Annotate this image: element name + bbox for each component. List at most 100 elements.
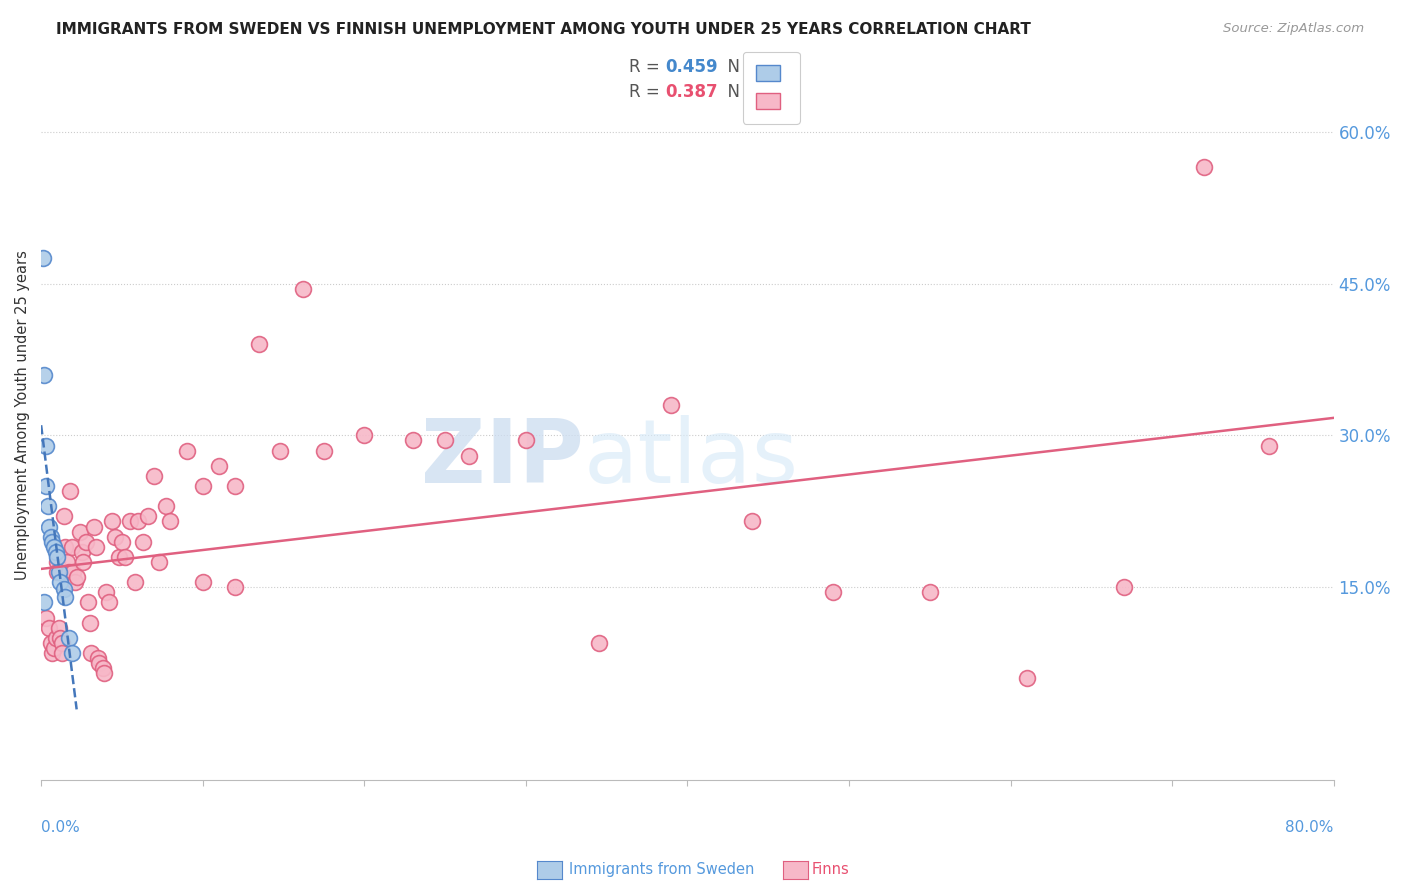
Point bbox=[159, 515, 181, 529]
Point bbox=[58, 565, 80, 579]
Point bbox=[458, 449, 481, 463]
Point bbox=[659, 398, 682, 412]
Point bbox=[69, 524, 91, 539]
Point bbox=[51, 636, 73, 650]
Text: 0.387: 0.387 bbox=[665, 83, 718, 101]
Point bbox=[42, 640, 65, 655]
Point bbox=[52, 509, 75, 524]
Point bbox=[101, 515, 124, 529]
Y-axis label: Unemployment Among Youth under 25 years: Unemployment Among Youth under 25 years bbox=[15, 251, 30, 580]
Point bbox=[127, 515, 149, 529]
Point bbox=[45, 545, 67, 559]
Point bbox=[35, 438, 58, 452]
Point bbox=[1015, 672, 1038, 686]
Point bbox=[70, 545, 93, 559]
Point bbox=[269, 443, 291, 458]
Point bbox=[434, 434, 457, 448]
Point bbox=[84, 540, 107, 554]
Text: Immigrants from Sweden: Immigrants from Sweden bbox=[569, 863, 755, 877]
Point bbox=[191, 575, 214, 590]
Point bbox=[208, 458, 231, 473]
Point bbox=[80, 646, 103, 660]
Point bbox=[191, 479, 214, 493]
Point bbox=[35, 479, 58, 493]
Point bbox=[86, 651, 108, 665]
Point bbox=[114, 549, 136, 564]
Text: N =: N = bbox=[717, 83, 765, 101]
Point bbox=[51, 646, 73, 660]
Point bbox=[143, 469, 166, 483]
Point bbox=[107, 549, 129, 564]
Point bbox=[104, 530, 127, 544]
Point bbox=[66, 570, 89, 584]
Point bbox=[89, 656, 111, 670]
Point bbox=[38, 519, 60, 533]
Text: 18: 18 bbox=[765, 59, 787, 77]
Point bbox=[155, 500, 177, 514]
Point bbox=[918, 585, 941, 599]
Point bbox=[94, 585, 117, 599]
Point bbox=[515, 434, 537, 448]
Point bbox=[1258, 438, 1281, 452]
Point bbox=[46, 555, 69, 569]
Point bbox=[132, 534, 155, 549]
Point bbox=[118, 515, 141, 529]
Point bbox=[62, 565, 84, 579]
Point bbox=[224, 479, 246, 493]
Point bbox=[98, 595, 121, 609]
Point bbox=[60, 540, 83, 554]
Point bbox=[75, 534, 97, 549]
Point bbox=[37, 500, 59, 514]
Point bbox=[31, 251, 53, 265]
Point bbox=[224, 580, 246, 594]
Point bbox=[38, 621, 60, 635]
Point bbox=[41, 646, 63, 660]
Point bbox=[56, 555, 79, 569]
Text: Finns: Finns bbox=[811, 863, 849, 877]
Point bbox=[291, 282, 314, 296]
Text: 0.459: 0.459 bbox=[665, 59, 718, 77]
Text: Source: ZipAtlas.com: Source: ZipAtlas.com bbox=[1223, 22, 1364, 36]
Point bbox=[1194, 160, 1216, 174]
Point bbox=[49, 575, 72, 590]
Point bbox=[312, 443, 335, 458]
Point bbox=[79, 615, 101, 630]
Point bbox=[46, 549, 69, 564]
Point bbox=[49, 631, 72, 645]
Text: R =: R = bbox=[630, 83, 665, 101]
Point bbox=[52, 582, 75, 597]
Point bbox=[46, 565, 69, 579]
Point bbox=[111, 534, 134, 549]
Text: 74: 74 bbox=[765, 83, 789, 101]
Text: ZIP: ZIP bbox=[422, 416, 583, 502]
Point bbox=[41, 534, 63, 549]
Text: atlas: atlas bbox=[583, 416, 799, 502]
Point bbox=[588, 636, 610, 650]
Text: 0.0%: 0.0% bbox=[41, 820, 80, 835]
Point bbox=[63, 575, 86, 590]
Point bbox=[77, 595, 100, 609]
Point bbox=[34, 595, 56, 609]
Text: N =: N = bbox=[717, 59, 765, 77]
Point bbox=[821, 585, 844, 599]
Point bbox=[42, 540, 65, 554]
Point bbox=[35, 610, 58, 624]
Point bbox=[48, 565, 70, 579]
Point bbox=[83, 519, 105, 533]
Text: IMMIGRANTS FROM SWEDEN VS FINNISH UNEMPLOYMENT AMONG YOUTH UNDER 25 YEARS CORREL: IMMIGRANTS FROM SWEDEN VS FINNISH UNEMPL… bbox=[56, 22, 1031, 37]
Point bbox=[72, 555, 94, 569]
Point bbox=[148, 555, 170, 569]
Point bbox=[60, 646, 83, 660]
Point bbox=[353, 428, 375, 442]
Point bbox=[48, 621, 70, 635]
Text: 80.0%: 80.0% bbox=[1285, 820, 1334, 835]
Point bbox=[402, 434, 425, 448]
Point bbox=[39, 530, 62, 544]
Point bbox=[1112, 580, 1135, 594]
Point bbox=[247, 337, 270, 351]
Point bbox=[176, 443, 198, 458]
Point bbox=[53, 591, 76, 605]
Point bbox=[124, 575, 146, 590]
Point bbox=[136, 509, 159, 524]
Legend: , : , bbox=[742, 52, 800, 124]
